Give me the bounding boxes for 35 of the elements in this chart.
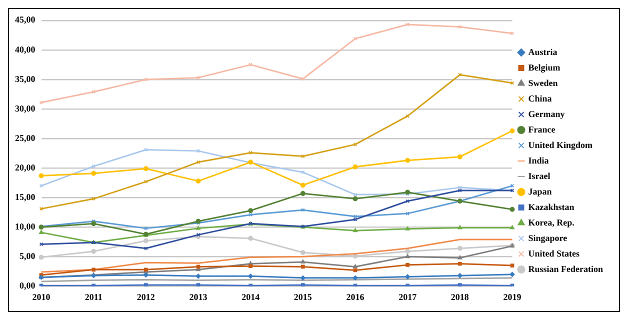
x-tick-label: 2011 [84,292,103,302]
legend-label: Korea, Rep. [528,217,574,228]
legend-label: United States [528,248,580,258]
legend-label: Israel [528,170,551,181]
y-tick-label: 30,00 [15,103,36,114]
y-tick-label: 20,00 [15,162,36,172]
x-tick-label: 2015 [294,292,312,302]
x-tick-label: 2013 [189,292,208,302]
legend-label: Belgium [528,62,561,72]
x-tick-label: 2017 [398,292,418,302]
y-tick-label: 10,00 [15,221,36,232]
legend-label: France [528,124,556,134]
legend-label: Germany [528,108,566,119]
legend-label: Austria [528,46,558,57]
y-tick-label: 25,00 [15,132,36,143]
x-tick-label: 2019 [503,292,522,302]
y-tick-label: 5,00 [20,250,36,261]
legend-label: Singapore [528,232,568,243]
legend-label: Kazakhstan [528,202,574,212]
x-tick-label: 2014 [242,292,260,302]
y-tick-label: 0,00 [20,280,36,291]
y-tick-label: 15,00 [15,192,36,202]
legend-label: Japan [528,186,552,196]
y-tick-label: 35,00 [15,74,36,84]
legend-label: United Kingdom [528,140,594,150]
y-tick-label: 45,00 [15,14,36,25]
legend-label: India [528,155,550,166]
x-tick-label: 2012 [136,292,156,302]
y-tick-label: 40,00 [15,44,36,54]
x-tick-label: 2016 [346,292,365,302]
legend-label: Russian Federation [528,264,604,274]
legend-label: China [528,93,552,104]
x-tick-label: 2018 [450,292,470,302]
x-tick-label: 2010 [32,292,51,302]
legend-label: Sweden [528,78,558,88]
